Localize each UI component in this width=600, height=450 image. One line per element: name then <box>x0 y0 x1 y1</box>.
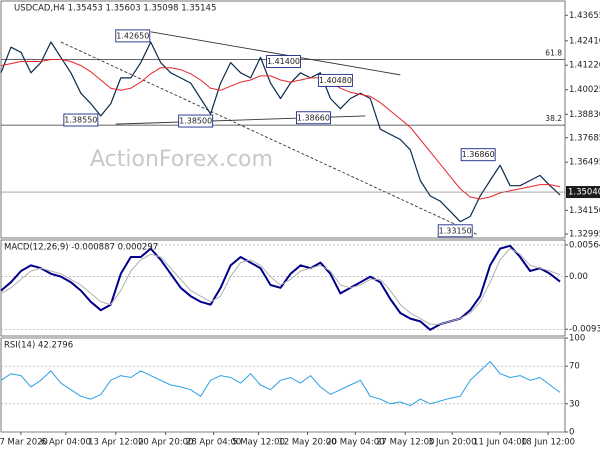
annotation-label: 1.41400 <box>267 57 300 66</box>
annotation-label: 1.38550 <box>64 116 97 125</box>
x-tick-label: 27 Mar 2020 <box>0 438 48 448</box>
fib-label: 38.2 <box>545 114 562 123</box>
series-line <box>0 41 561 223</box>
panel-frame <box>0 239 566 337</box>
current-price-label: 1.35040 <box>568 188 600 198</box>
y-tick-label: 1.42410 <box>569 36 600 46</box>
annotation-label: 1.33150 <box>439 226 472 235</box>
annotation-box <box>437 224 473 238</box>
annotation-box <box>460 148 496 162</box>
y-tick-label: 1.41220 <box>569 61 600 71</box>
annotation-box <box>63 113 99 127</box>
x-tick-label: 20 May 04:00 <box>326 438 384 448</box>
annotation-box <box>266 55 301 68</box>
annotation-label: 1.42650 <box>116 31 149 40</box>
y-tick-label: 30 <box>569 399 580 409</box>
y-tick-label: 1.32995 <box>569 229 600 239</box>
annotation-label: 1.38660 <box>297 113 330 122</box>
annotation-box <box>295 111 331 125</box>
y-tick-label: 100 <box>569 334 585 344</box>
panel-title: USDCAD,H4 1.35453 1.35603 1.35098 1.3514… <box>14 4 216 14</box>
annotation-box <box>317 73 353 87</box>
y-tick-label: 0 <box>569 428 574 438</box>
panel-frame <box>0 337 566 433</box>
y-tick-label: 1.43655 <box>569 11 600 21</box>
y-tick-label: 1.38830 <box>569 110 600 120</box>
series-line <box>0 248 561 325</box>
x-tick-label: 20 Apr 20:00 <box>138 438 193 448</box>
fib-label: 61.8 <box>545 48 562 57</box>
trendline <box>150 31 401 76</box>
x-tick-label: 28 Apr 04:00 <box>186 438 241 448</box>
watermark: ActionForex.com <box>90 147 273 172</box>
y-tick-label: 1.36495 <box>569 158 600 168</box>
y-tick-label: -0.009395 <box>569 325 600 335</box>
y-tick-label: 70 <box>569 362 580 372</box>
panel-title: RSI(14) 42.2796 <box>4 341 73 351</box>
annotation-box <box>115 29 151 43</box>
y-tick-label: 0.00 <box>569 272 588 282</box>
y-tick-label: 1.40025 <box>569 85 600 95</box>
trendline <box>60 41 479 236</box>
x-tick-label: 27 May 12:00 <box>376 438 434 448</box>
x-tick-label: 3 Jun 20:00 <box>428 438 477 448</box>
x-tick-label: 6 Apr 04:00 <box>41 438 91 448</box>
y-tick-label: 1.37685 <box>569 133 600 143</box>
series-line <box>0 361 561 407</box>
x-tick-label: 5 May 12:00 <box>232 438 285 448</box>
x-tick-label: 18 Jun 12:00 <box>521 438 575 448</box>
y-tick-label: 0.005649 <box>569 240 600 250</box>
x-tick-label: 12 May 20:00 <box>278 438 336 448</box>
series-line <box>0 244 561 331</box>
annotation-box <box>178 114 214 128</box>
panel-frame <box>0 0 566 239</box>
current-price-box <box>566 186 600 199</box>
annotation-label: 1.36860 <box>462 150 495 159</box>
x-tick-label: 13 Apr 12:00 <box>88 438 143 448</box>
x-tick-label: 11 Jun 04:00 <box>473 438 527 448</box>
series-line <box>0 59 561 200</box>
y-tick-label: 1.34150 <box>569 206 600 216</box>
annotation-label: 1.38500 <box>179 117 212 126</box>
panel-title: MACD(12,26,9) -0.000887 0.000297 <box>4 243 158 253</box>
annotation-label: 1.40480 <box>319 76 352 85</box>
